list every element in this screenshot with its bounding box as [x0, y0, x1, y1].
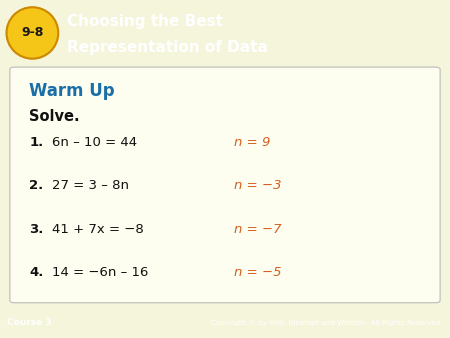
Text: 9-8: 9-8	[21, 26, 44, 40]
Text: 41 + 7x = −8: 41 + 7x = −8	[52, 223, 144, 236]
Text: Warm Up: Warm Up	[29, 81, 115, 100]
Text: 6n – 10 = 44: 6n – 10 = 44	[52, 136, 137, 149]
Ellipse shape	[6, 7, 58, 59]
Text: 4.: 4.	[29, 266, 44, 280]
Text: n = −3: n = −3	[234, 179, 282, 193]
Text: n = −5: n = −5	[234, 266, 282, 280]
Text: 27 = 3 – 8n: 27 = 3 – 8n	[52, 179, 129, 193]
Text: Solve.: Solve.	[29, 110, 80, 124]
Text: 1.: 1.	[29, 136, 44, 149]
Text: Representation of Data: Representation of Data	[67, 40, 267, 55]
Text: 3.: 3.	[29, 223, 44, 236]
Text: 2.: 2.	[29, 179, 44, 193]
Text: n = 9: n = 9	[234, 136, 270, 149]
Text: Choosing the Best: Choosing the Best	[67, 14, 223, 29]
Text: Course 3: Course 3	[7, 318, 51, 327]
Text: Copyright © by Holt, Rinehart and Winston. All Rights Reserved.: Copyright © by Holt, Rinehart and Winsto…	[212, 319, 443, 326]
FancyBboxPatch shape	[10, 67, 440, 303]
Text: 14 = −6n – 16: 14 = −6n – 16	[52, 266, 148, 280]
Text: n = −7: n = −7	[234, 223, 282, 236]
